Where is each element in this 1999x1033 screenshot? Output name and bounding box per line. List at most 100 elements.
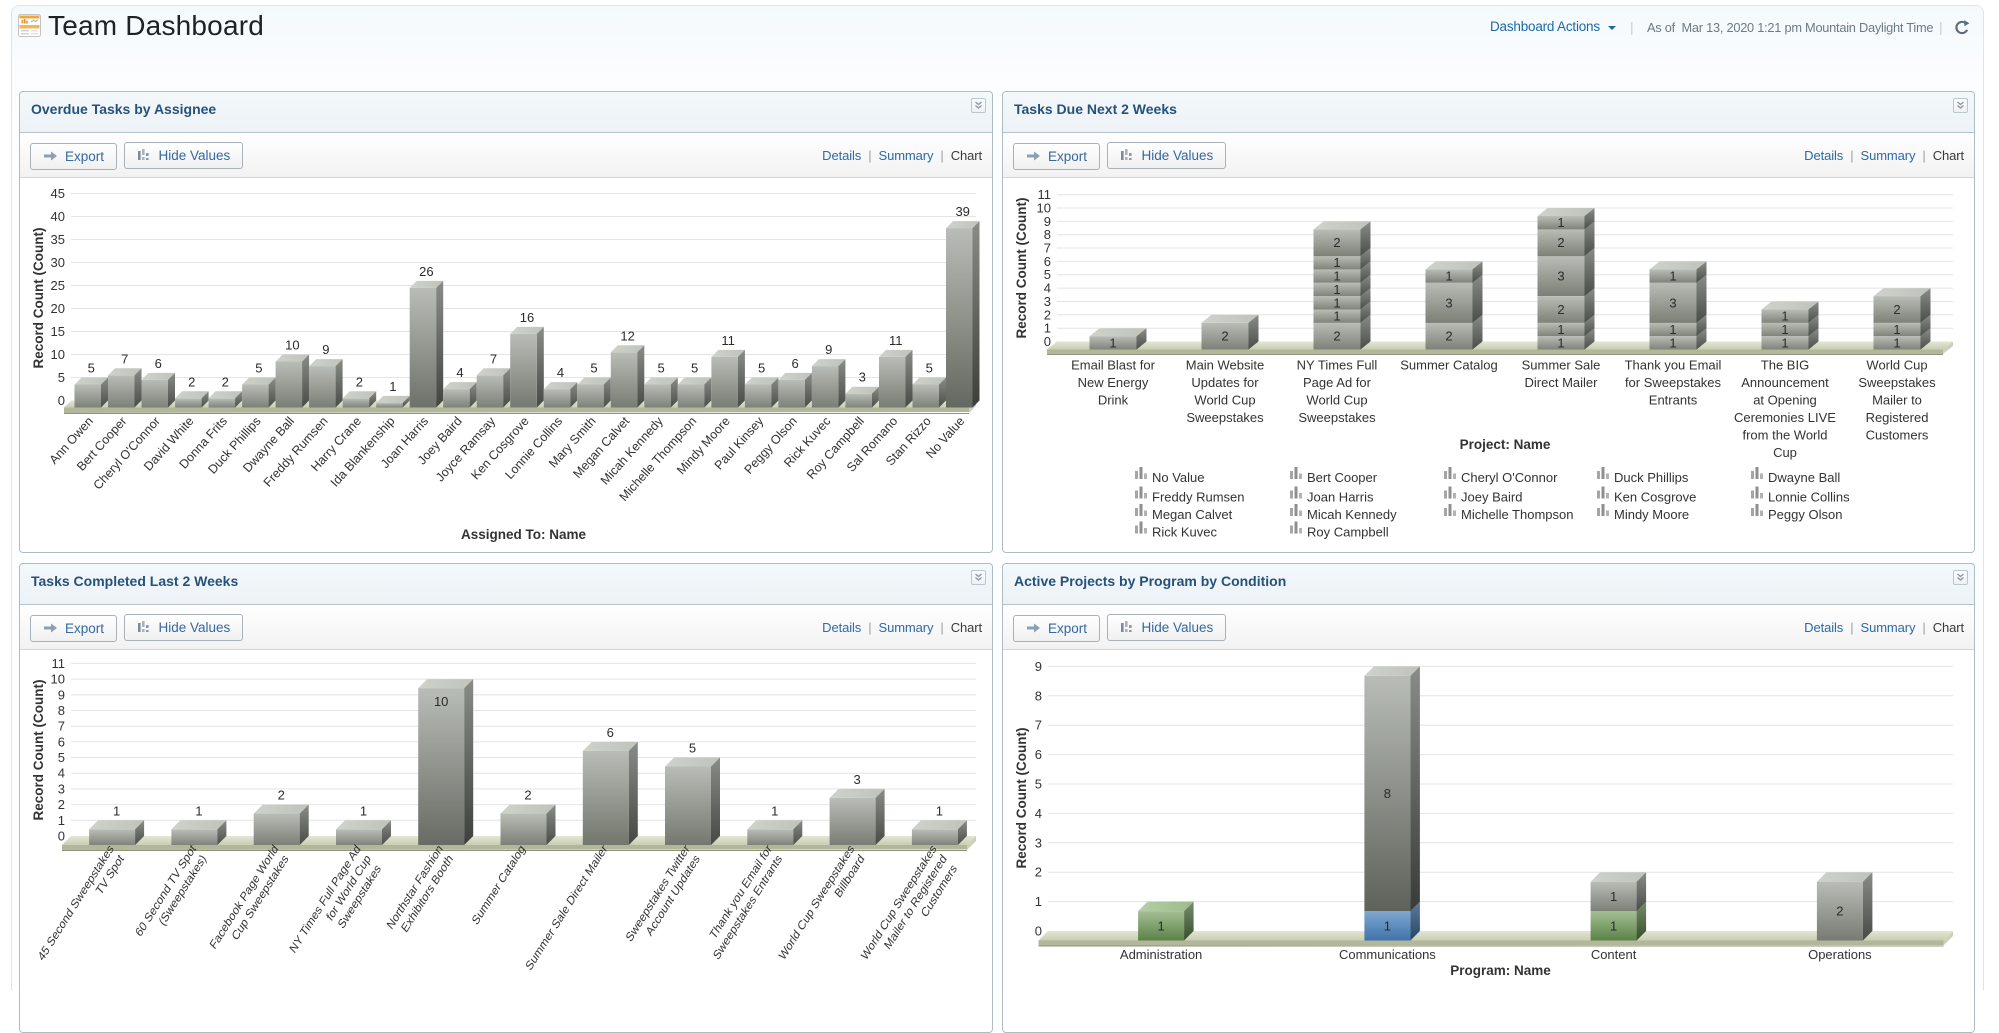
svg-text:10: 10 [51,672,65,687]
svg-text:10: 10 [1037,201,1051,216]
svg-text:Megan Calvet: Megan Calvet [1152,507,1233,522]
svg-text:Ken Cosgrove: Ken Cosgrove [1614,490,1696,505]
svg-text:6: 6 [58,734,65,749]
svg-text:Bert Cooper: Bert Cooper [1307,470,1378,485]
svg-text:4: 4 [557,365,564,380]
svg-text:1: 1 [1044,321,1051,336]
svg-text:Roy Campbell: Roy Campbell [1307,525,1389,540]
svg-text:Sweepstakes: Sweepstakes [1298,410,1376,425]
svg-text:5: 5 [58,750,65,765]
svg-text:11: 11 [52,656,66,671]
svg-text:1: 1 [1157,918,1164,933]
svg-text:1: 1 [1035,894,1042,909]
svg-text:11: 11 [1038,187,1052,202]
svg-text:for Sweepstakes: for Sweepstakes [1625,375,1722,390]
svg-text:40: 40 [51,209,65,224]
svg-text:9: 9 [1035,659,1042,674]
svg-text:New Energy: New Energy [1078,375,1149,390]
svg-text:0: 0 [1044,334,1051,349]
svg-text:5: 5 [88,361,95,376]
svg-text:1: 1 [1669,322,1676,337]
svg-text:7: 7 [58,719,65,734]
svg-text:Communications: Communications [1339,947,1436,962]
svg-text:1: 1 [1109,335,1116,350]
svg-text:Direct Mailer: Direct Mailer [1525,375,1599,390]
svg-text:7: 7 [1044,241,1051,256]
svg-text:Main Website: Main Website [1186,358,1265,373]
svg-text:6: 6 [791,356,798,371]
svg-text:2: 2 [278,788,285,803]
svg-text:Sweepstakes: Sweepstakes [1858,375,1936,390]
svg-text:Program: Name: Program: Name [1450,963,1551,978]
svg-text:Micah Kennedy: Micah Kennedy [1307,507,1397,522]
svg-text:Joan Harris: Joan Harris [1307,490,1374,505]
svg-text:Summer Sale: Summer Sale [1522,358,1601,373]
svg-text:7: 7 [490,351,497,366]
svg-text:3: 3 [1044,294,1051,309]
svg-text:4: 4 [1044,281,1051,296]
svg-text:Updates for: Updates for [1191,375,1259,390]
svg-text:8: 8 [1035,688,1042,703]
svg-text:Ceremonies LIVE: Ceremonies LIVE [1734,410,1836,425]
svg-text:3: 3 [853,772,860,787]
svg-text:Record Count (Count): Record Count (Count) [1014,198,1029,339]
svg-text:Rick Kuvec: Rick Kuvec [1152,525,1218,540]
svg-text:1: 1 [1445,269,1452,284]
svg-text:2: 2 [1893,302,1900,317]
svg-text:45 Second Sweepstakes: 45 Second Sweepstakes [35,841,116,963]
svg-text:4: 4 [58,766,65,781]
svg-text:1: 1 [1781,335,1788,350]
svg-text:5: 5 [1035,777,1042,792]
svg-text:5: 5 [926,361,933,376]
svg-text:9: 9 [825,342,832,357]
svg-text:Mailer to: Mailer to [1872,393,1922,408]
svg-text:5: 5 [255,361,262,376]
svg-text:Facebook Page World: Facebook Page World [207,842,281,953]
svg-text:6: 6 [155,356,162,371]
svg-text:1: 1 [1610,918,1617,933]
svg-text:5: 5 [758,361,765,376]
svg-text:45: 45 [51,186,65,201]
svg-text:35: 35 [51,232,65,247]
svg-text:Project: Name: Project: Name [1460,437,1551,452]
svg-text:The BIG: The BIG [1761,358,1809,373]
svg-text:Operations: Operations [1808,947,1872,962]
svg-text:10: 10 [51,347,65,362]
svg-text:2: 2 [1836,904,1843,919]
svg-text:Drink: Drink [1098,393,1129,408]
svg-text:Cup: Cup [1773,445,1797,460]
svg-text:8: 8 [1384,786,1391,801]
svg-text:5: 5 [58,370,65,385]
svg-text:3: 3 [58,781,65,796]
svg-text:Customers: Customers [1866,428,1929,443]
svg-text:3: 3 [859,370,866,385]
svg-text:1: 1 [1333,295,1340,310]
svg-text:Registered: Registered [1866,410,1929,425]
svg-text:6: 6 [1035,747,1042,762]
svg-text:5: 5 [689,741,696,756]
svg-text:Summer Catalog: Summer Catalog [1400,358,1498,373]
svg-text:2: 2 [1221,329,1228,344]
svg-text:NY Times Full: NY Times Full [1297,358,1378,373]
svg-text:2: 2 [222,374,229,389]
svg-text:No Value: No Value [1152,470,1205,485]
svg-text:Thank you Email: Thank you Email [1625,358,1722,373]
svg-text:16: 16 [520,310,534,325]
svg-text:2: 2 [1035,865,1042,880]
svg-text:1: 1 [1557,215,1564,230]
svg-text:0: 0 [58,829,65,844]
svg-text:5: 5 [691,361,698,376]
svg-text:2: 2 [188,374,195,389]
svg-text:1: 1 [1333,309,1340,324]
svg-text:2: 2 [1333,235,1340,250]
svg-text:Administration: Administration [1120,947,1202,962]
svg-text:Summer Catalog: Summer Catalog [469,842,527,928]
svg-text:Email Blast for: Email Blast for [1071,358,1155,373]
svg-text:1: 1 [113,803,120,818]
svg-text:7: 7 [1035,718,1042,733]
svg-text:9: 9 [58,687,65,702]
svg-text:1: 1 [58,813,65,828]
svg-text:1: 1 [1333,282,1340,297]
svg-text:2: 2 [356,374,363,389]
svg-text:1: 1 [1333,269,1340,284]
